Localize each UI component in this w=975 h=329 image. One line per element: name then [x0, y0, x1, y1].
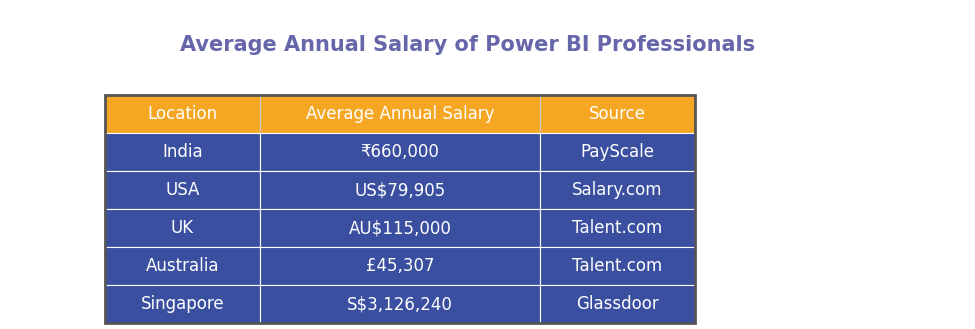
FancyBboxPatch shape	[260, 95, 540, 133]
FancyBboxPatch shape	[540, 133, 695, 171]
FancyBboxPatch shape	[260, 209, 540, 247]
Text: PayScale: PayScale	[580, 143, 654, 161]
Text: US$79,905: US$79,905	[354, 181, 446, 199]
Text: Location: Location	[147, 105, 217, 123]
FancyBboxPatch shape	[260, 285, 540, 323]
FancyBboxPatch shape	[105, 171, 260, 209]
Text: AU$115,000: AU$115,000	[349, 219, 451, 237]
FancyBboxPatch shape	[540, 285, 695, 323]
Text: UK: UK	[171, 219, 194, 237]
Text: Source: Source	[589, 105, 646, 123]
Text: Average Annual Salary of Power BI Professionals: Average Annual Salary of Power BI Profes…	[180, 35, 756, 55]
Text: Talent.com: Talent.com	[572, 219, 663, 237]
FancyBboxPatch shape	[540, 247, 695, 285]
FancyBboxPatch shape	[105, 209, 260, 247]
Text: Australia: Australia	[145, 257, 219, 275]
Text: Salary.com: Salary.com	[572, 181, 663, 199]
Text: ₹660,000: ₹660,000	[361, 143, 440, 161]
FancyBboxPatch shape	[540, 209, 695, 247]
FancyBboxPatch shape	[105, 133, 260, 171]
FancyBboxPatch shape	[540, 171, 695, 209]
Text: Talent.com: Talent.com	[572, 257, 663, 275]
Text: Singapore: Singapore	[140, 295, 224, 313]
Text: Glassdoor: Glassdoor	[576, 295, 659, 313]
Text: India: India	[162, 143, 203, 161]
FancyBboxPatch shape	[540, 95, 695, 133]
Text: £45,307: £45,307	[366, 257, 434, 275]
Text: S$3,126,240: S$3,126,240	[347, 295, 453, 313]
FancyBboxPatch shape	[105, 247, 260, 285]
Text: USA: USA	[166, 181, 200, 199]
FancyBboxPatch shape	[260, 247, 540, 285]
FancyBboxPatch shape	[105, 285, 260, 323]
FancyBboxPatch shape	[105, 95, 260, 133]
Text: Average Annual Salary: Average Annual Salary	[306, 105, 494, 123]
FancyBboxPatch shape	[260, 171, 540, 209]
FancyBboxPatch shape	[260, 133, 540, 171]
